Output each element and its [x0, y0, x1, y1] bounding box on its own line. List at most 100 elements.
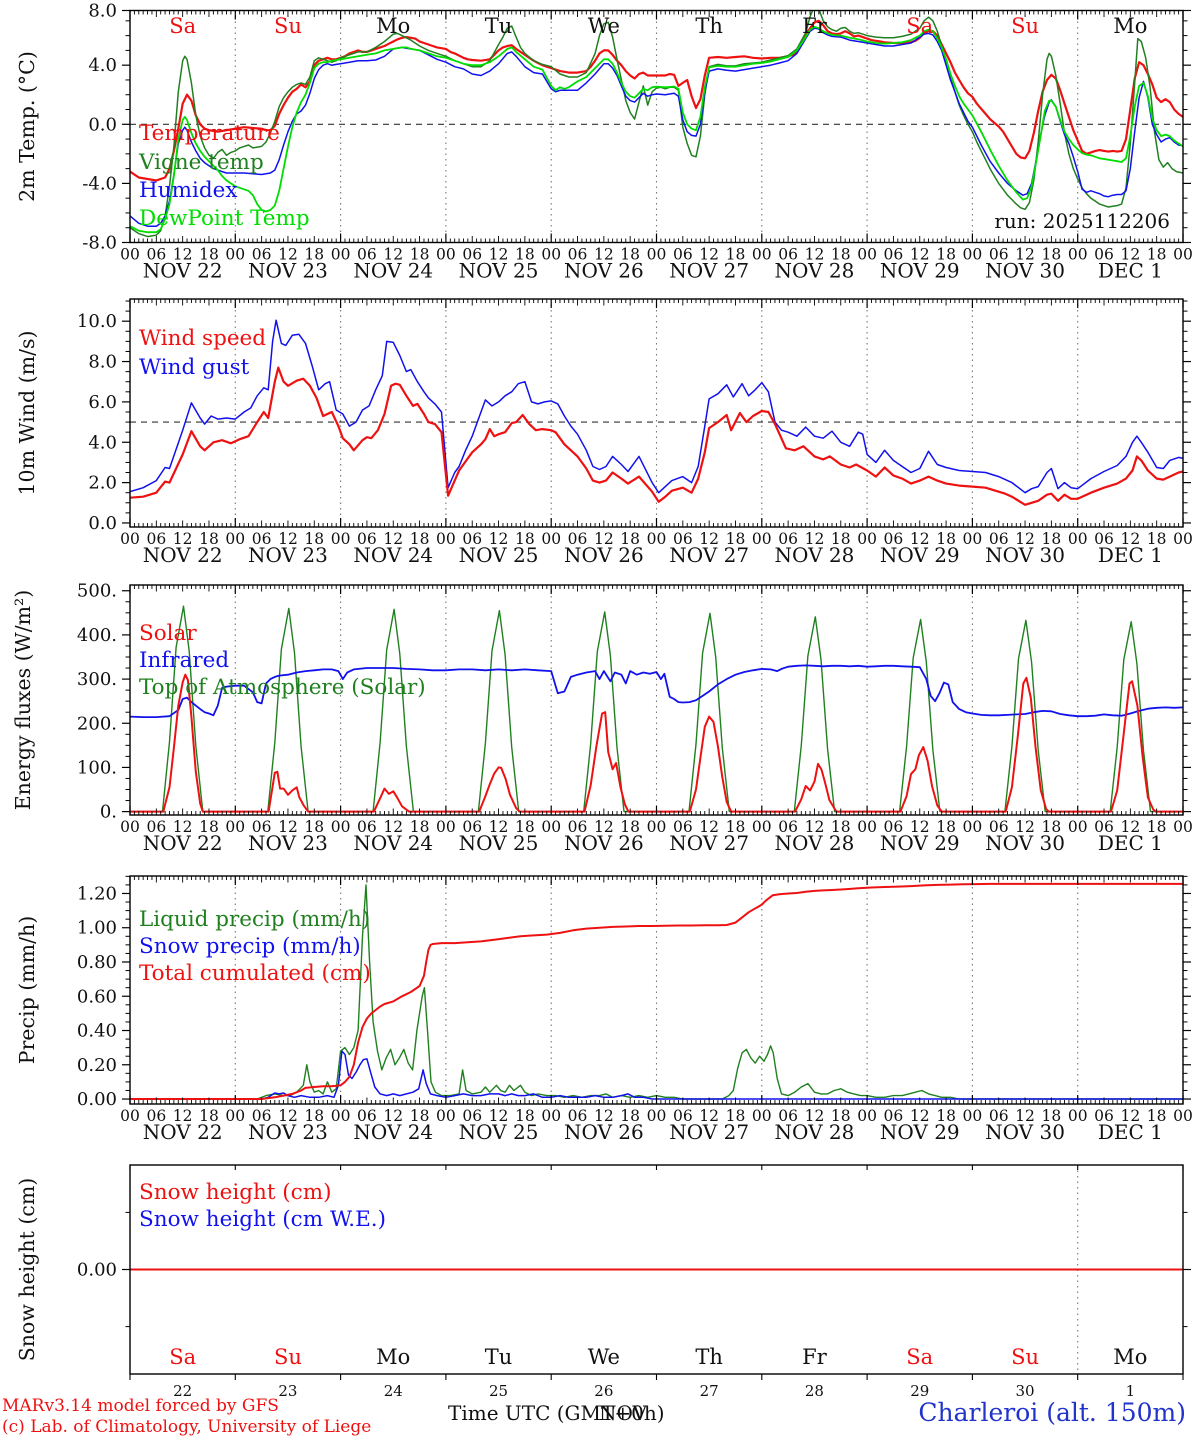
hour-label: 18: [515, 246, 535, 264]
hour-label: 12: [805, 530, 825, 548]
hour-label: 12: [805, 1107, 825, 1125]
legend-wind: Wind gust: [139, 355, 250, 380]
hour-label: 00: [541, 530, 561, 548]
hour-label: 12: [173, 246, 193, 264]
hour-label: 00: [331, 818, 351, 836]
legend-energy-fluxes: Solar: [139, 621, 197, 646]
legend-temperature: Humidex: [139, 178, 237, 203]
hour-label: 06: [989, 1107, 1009, 1125]
hour-label: 06: [778, 1107, 798, 1125]
y-axis-title: 10m Wind (m/s): [15, 330, 39, 495]
hour-label: 12: [1015, 1107, 1035, 1125]
hour-label: 18: [620, 246, 640, 264]
hour-label: 00: [120, 530, 140, 548]
hour-label: 18: [936, 530, 956, 548]
hour-label: 12: [594, 246, 614, 264]
day-name-label: Sa: [906, 14, 933, 38]
series-solar: [130, 673, 1183, 813]
date-label: NOV 26: [564, 259, 644, 283]
hour-label: 12: [278, 246, 298, 264]
series-wind-gust: [130, 319, 1183, 494]
date-label: DEC 1: [1098, 259, 1163, 283]
hour-label: 06: [252, 818, 272, 836]
legend-temperature: Temperature: [139, 121, 280, 146]
y-tick-label: 0.00: [77, 1089, 117, 1110]
hour-label: 00: [647, 818, 667, 836]
hour-label: 18: [1147, 818, 1167, 836]
hour-label: 06: [673, 1107, 693, 1125]
series-liquid-precip: [130, 884, 1183, 1100]
y-tick-label: 1.00: [77, 918, 117, 939]
date-label: NOV 25: [459, 1120, 539, 1144]
day-name-label: Mo: [376, 1345, 410, 1369]
date-label: NOV 24: [353, 1120, 433, 1144]
hour-label: 06: [884, 246, 904, 264]
hour-label: 18: [410, 1107, 430, 1125]
date-label: DEC 1: [1098, 543, 1163, 567]
legend-energy-fluxes: Top of Atmosphere (Solar): [139, 675, 426, 700]
date-label: DEC 1: [1098, 1120, 1163, 1144]
hour-label: 18: [410, 530, 430, 548]
hour-label: 00: [963, 818, 983, 836]
hour-label: 12: [910, 530, 930, 548]
hour-label: 18: [515, 818, 535, 836]
panel-wind: 10.08.06.04.02.00.000 06 12 18 00 06 12 18 00 06 1…: [15, 298, 1193, 567]
hour-label: 00: [436, 246, 456, 264]
hour-label: 18: [1042, 530, 1062, 548]
hour-label: 00: [1173, 818, 1193, 836]
hour-label: 06: [462, 818, 482, 836]
hour-label: 06: [462, 246, 482, 264]
hour-label: 12: [278, 1107, 298, 1125]
series-temperature: [130, 19, 1183, 182]
hour-label: 18: [831, 1107, 851, 1125]
y-tick-label: 0.00: [77, 1260, 117, 1281]
hour-label: 00: [1173, 530, 1193, 548]
date-label: DEC 1: [1098, 831, 1163, 855]
legend-precipitation: Snow precip (mm/h): [139, 934, 361, 959]
hour-label: 12: [699, 1107, 719, 1125]
hour-label: 18: [304, 1107, 324, 1125]
date-label: NOV 30: [985, 259, 1065, 283]
y-tick-label: 4.0: [88, 432, 117, 453]
hour-label: 12: [278, 530, 298, 548]
hour-label: 18: [199, 818, 219, 836]
y-tick-label: 0.60: [77, 986, 117, 1007]
y-tick-label: 200.: [77, 713, 117, 734]
hour-label: 18: [726, 818, 746, 836]
y-tick-label: 2.0: [88, 473, 117, 494]
hour-label: 00: [647, 246, 667, 264]
hour-label: 12: [594, 1107, 614, 1125]
hour-label: 00: [225, 1107, 245, 1125]
hour-label: 18: [726, 246, 746, 264]
legend-precipitation: Total cumulated (cm): [139, 961, 371, 986]
date-label: NOV 24: [353, 259, 433, 283]
date-number: 27: [700, 1382, 719, 1400]
y-tick-label: 500.: [77, 581, 117, 602]
hour-label: 00: [752, 1107, 772, 1125]
x-axis-title: Time UTC (GMT+0h): [448, 1401, 665, 1425]
hour-label: 06: [146, 818, 166, 836]
hour-label: 00: [963, 1107, 983, 1125]
hour-label: 06: [778, 530, 798, 548]
day-name-label: We: [588, 1345, 620, 1369]
hour-label: 06: [357, 246, 377, 264]
hour-label: 18: [620, 530, 640, 548]
date-label: NOV 23: [248, 543, 328, 567]
date-label: NOV 30: [985, 543, 1065, 567]
hour-label: 18: [936, 818, 956, 836]
hour-label: 00: [752, 246, 772, 264]
hour-label: 00: [225, 530, 245, 548]
hour-label: 12: [699, 818, 719, 836]
series-total-cumulated: [130, 882, 1183, 1100]
hour-label: 06: [568, 530, 588, 548]
hour-label: 12: [489, 246, 509, 264]
date-label: NOV 24: [353, 831, 433, 855]
hour-label: 06: [568, 818, 588, 836]
hour-label: 06: [989, 246, 1009, 264]
date-label: NOV 22: [143, 259, 223, 283]
day-name-label: Th: [695, 14, 723, 38]
date-label: NOV 22: [143, 543, 223, 567]
hour-label: 00: [1068, 530, 1088, 548]
legend-temperature: DewPoint Temp: [139, 206, 310, 231]
